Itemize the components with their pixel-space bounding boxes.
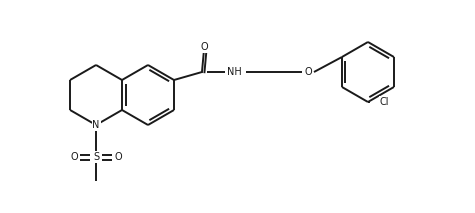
Text: O: O: [114, 152, 122, 162]
Text: O: O: [70, 152, 78, 162]
Text: S: S: [93, 152, 99, 162]
Text: NH: NH: [227, 67, 241, 77]
Text: O: O: [304, 67, 312, 77]
Text: O: O: [200, 42, 208, 52]
Text: Cl: Cl: [380, 97, 389, 107]
Text: N: N: [92, 120, 100, 130]
